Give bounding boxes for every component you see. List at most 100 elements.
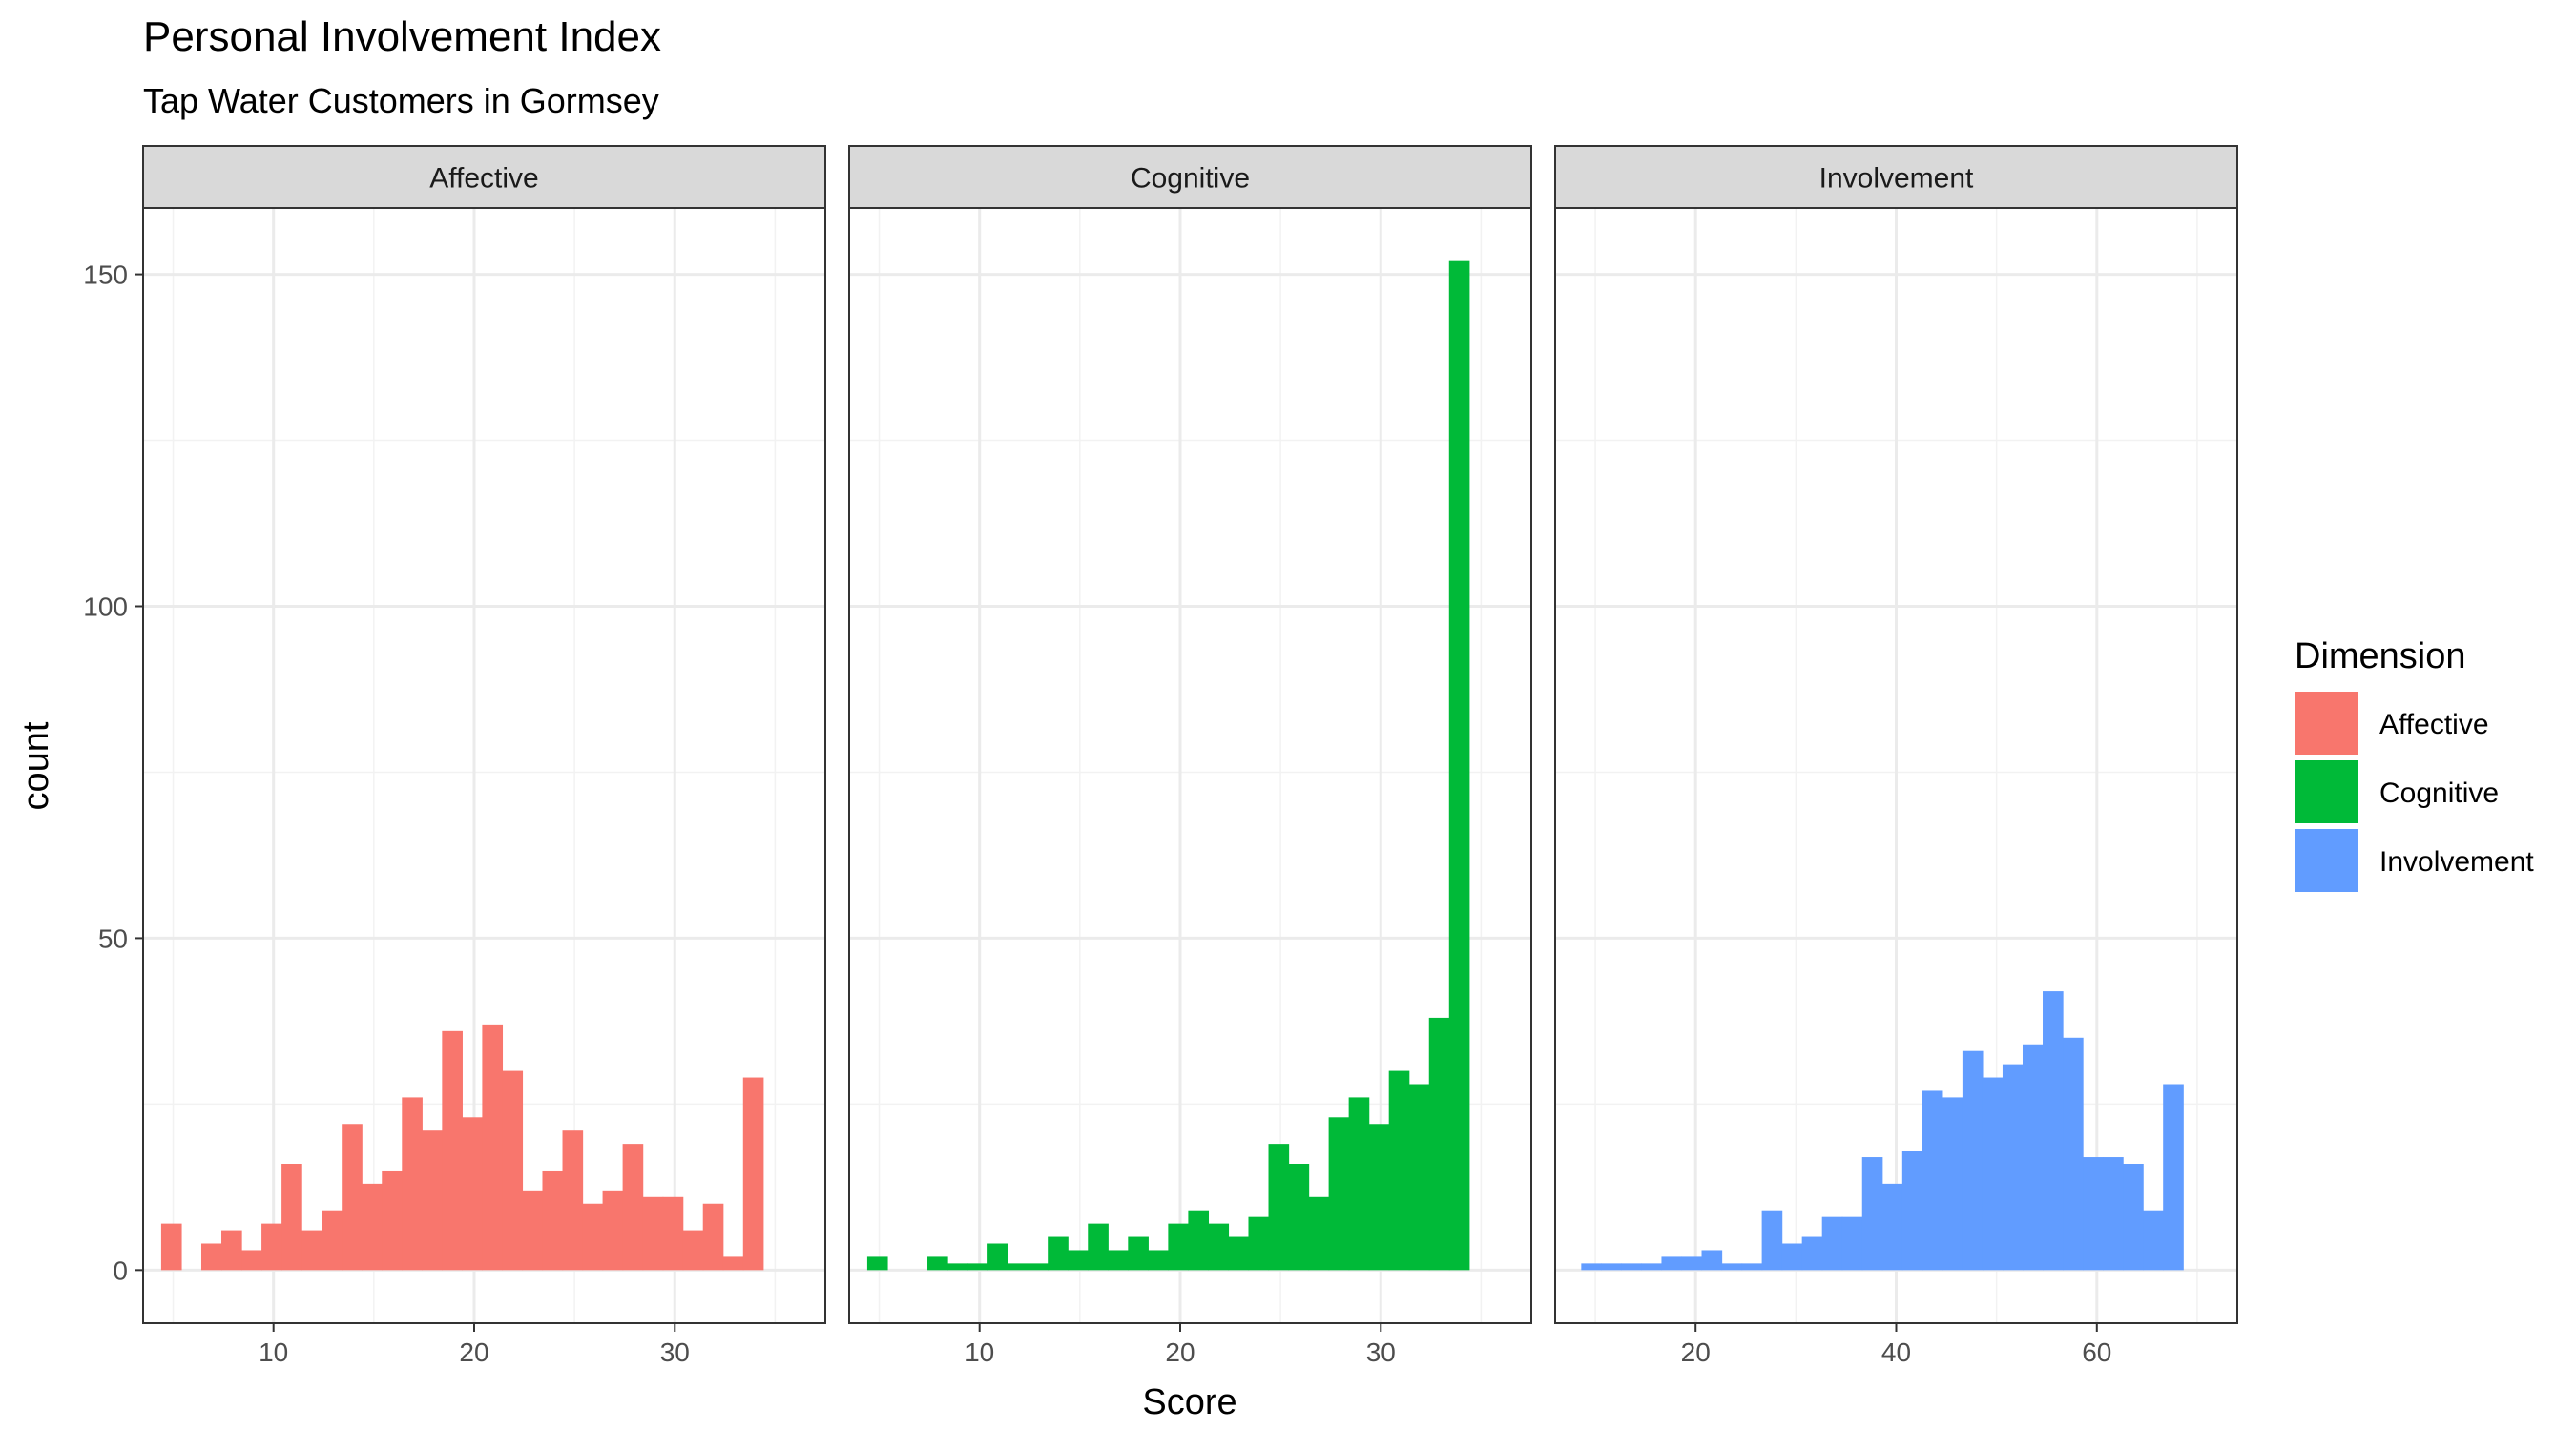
histogram-bar (522, 1190, 544, 1271)
histogram-bar (442, 1030, 463, 1271)
facet-panels: Affective 10 20 30 Cognitive 10 20 30 Involvemen… (142, 145, 2238, 1367)
histogram-bar (402, 1097, 423, 1271)
panel-affective: Affective 10 20 30 (142, 145, 826, 1367)
legend-key-affective (2295, 692, 2358, 755)
x-axis-title: Score (1142, 1382, 1236, 1422)
histogram-bar (1741, 1263, 1763, 1271)
histogram-bar (241, 1250, 262, 1271)
histogram-bar (1328, 1117, 1350, 1271)
histogram-bar (1368, 1124, 1390, 1271)
histogram-bar (1641, 1263, 1663, 1271)
histogram-bar (662, 1196, 684, 1271)
x-tick-label: 30 (1366, 1338, 1396, 1367)
histogram-bar (1621, 1263, 1643, 1271)
histogram-bar (1721, 1263, 1743, 1271)
histogram-bar (1008, 1263, 1028, 1271)
histogram-bar (502, 1070, 524, 1271)
legend-label-affective: Affective (2379, 709, 2489, 740)
y-tick-label: 50 (98, 923, 128, 953)
histogram-bar (1168, 1223, 1189, 1271)
histogram-bar (1308, 1196, 1330, 1271)
panel-cognitive: Cognitive 10 20 30 (848, 145, 1532, 1367)
legend-key-involvement (2295, 829, 2358, 892)
histogram-bar (2123, 1164, 2144, 1271)
histogram-bar (2143, 1210, 2164, 1271)
histogram-bar (1661, 1256, 1683, 1271)
histogram-bar (1922, 1090, 1943, 1271)
histogram-bar (1881, 1183, 1903, 1271)
histogram-bar (722, 1256, 744, 1271)
histogram-bar (1428, 1017, 1450, 1271)
histogram-bar (1128, 1236, 1149, 1271)
strip-label: Cognitive (1131, 163, 1250, 195)
histogram-bar (1188, 1210, 1210, 1271)
histogram-bar (1982, 1077, 2004, 1271)
x-tick-label: 20 (1681, 1338, 1711, 1367)
histogram-bar (2163, 1084, 2184, 1271)
histogram-bar (682, 1230, 704, 1271)
histogram-bar (2083, 1157, 2104, 1271)
histogram-bar (1228, 1236, 1250, 1271)
histogram-bar (1088, 1223, 1109, 1271)
histogram-bar (967, 1263, 988, 1271)
histogram-bar (742, 1077, 764, 1271)
histogram-bar (2063, 1037, 2084, 1271)
strip-label: Involvement (1819, 163, 1974, 195)
strip-background (142, 145, 826, 209)
histogram-bar (160, 1223, 182, 1271)
histogram-bar (866, 1256, 888, 1271)
histogram-bar (2043, 991, 2064, 1271)
y-axis: 0 50 100 150 (83, 260, 143, 1285)
histogram-bar (1348, 1097, 1370, 1271)
legend-label-cognitive: Cognitive (2379, 778, 2499, 809)
histogram-bar (2002, 1064, 2024, 1271)
histogram-bar (2103, 1157, 2124, 1271)
histogram-bar (1601, 1263, 1622, 1271)
histogram-bar (702, 1203, 724, 1271)
histogram-bar (1268, 1144, 1290, 1271)
histogram-bar (281, 1164, 302, 1271)
histogram-bar (1581, 1263, 1602, 1271)
histogram-bar (1801, 1236, 1823, 1271)
strip-background (848, 145, 1532, 209)
histogram-bar (221, 1230, 242, 1271)
chart-subtitle: Tap Water Customers in Gormsey (143, 81, 659, 120)
panel-involvement: Involvement 20 40 60 (1554, 145, 2238, 1367)
histogram-bar (342, 1124, 363, 1271)
y-tick-label: 100 (83, 592, 128, 622)
histogram-bar (542, 1170, 564, 1271)
histogram-bar (1108, 1250, 1129, 1271)
histogram-bar (1701, 1250, 1723, 1271)
histogram-bar (1681, 1256, 1703, 1271)
x-tick-label: 60 (2082, 1338, 2111, 1367)
x-tick-label: 30 (660, 1338, 690, 1367)
histogram-bar (987, 1243, 1008, 1271)
histogram-bar (1028, 1263, 1049, 1271)
histogram-bar (1248, 1216, 1270, 1271)
histogram-bar (362, 1183, 383, 1271)
strip-label: Affective (429, 163, 539, 195)
histogram-bar (1841, 1216, 1863, 1271)
histogram-bar (1148, 1250, 1169, 1271)
histogram-bar (1448, 260, 1470, 1271)
histogram-bar (1761, 1210, 1783, 1271)
histogram-bar (322, 1210, 343, 1271)
legend-label-involvement: Involvement (2379, 846, 2534, 878)
x-tick-label: 10 (965, 1338, 994, 1367)
histogram-bar (1288, 1164, 1310, 1271)
histogram-bar (462, 1117, 483, 1271)
legend: Dimension Affective Cognitive Involvement (2295, 636, 2534, 892)
histogram-bar (1942, 1097, 1963, 1271)
histogram-bar (2022, 1044, 2044, 1271)
y-tick-label: 150 (83, 260, 128, 290)
x-tick-label: 20 (459, 1338, 488, 1367)
histogram-bar (200, 1243, 222, 1271)
histogram-bar (927, 1256, 948, 1271)
histogram-bar (301, 1230, 322, 1271)
histogram-bar (562, 1130, 584, 1271)
histogram-bar (1068, 1250, 1089, 1271)
y-tick-label: 0 (113, 1255, 128, 1285)
histogram-bar (382, 1170, 403, 1271)
histogram-bar (1861, 1157, 1883, 1271)
